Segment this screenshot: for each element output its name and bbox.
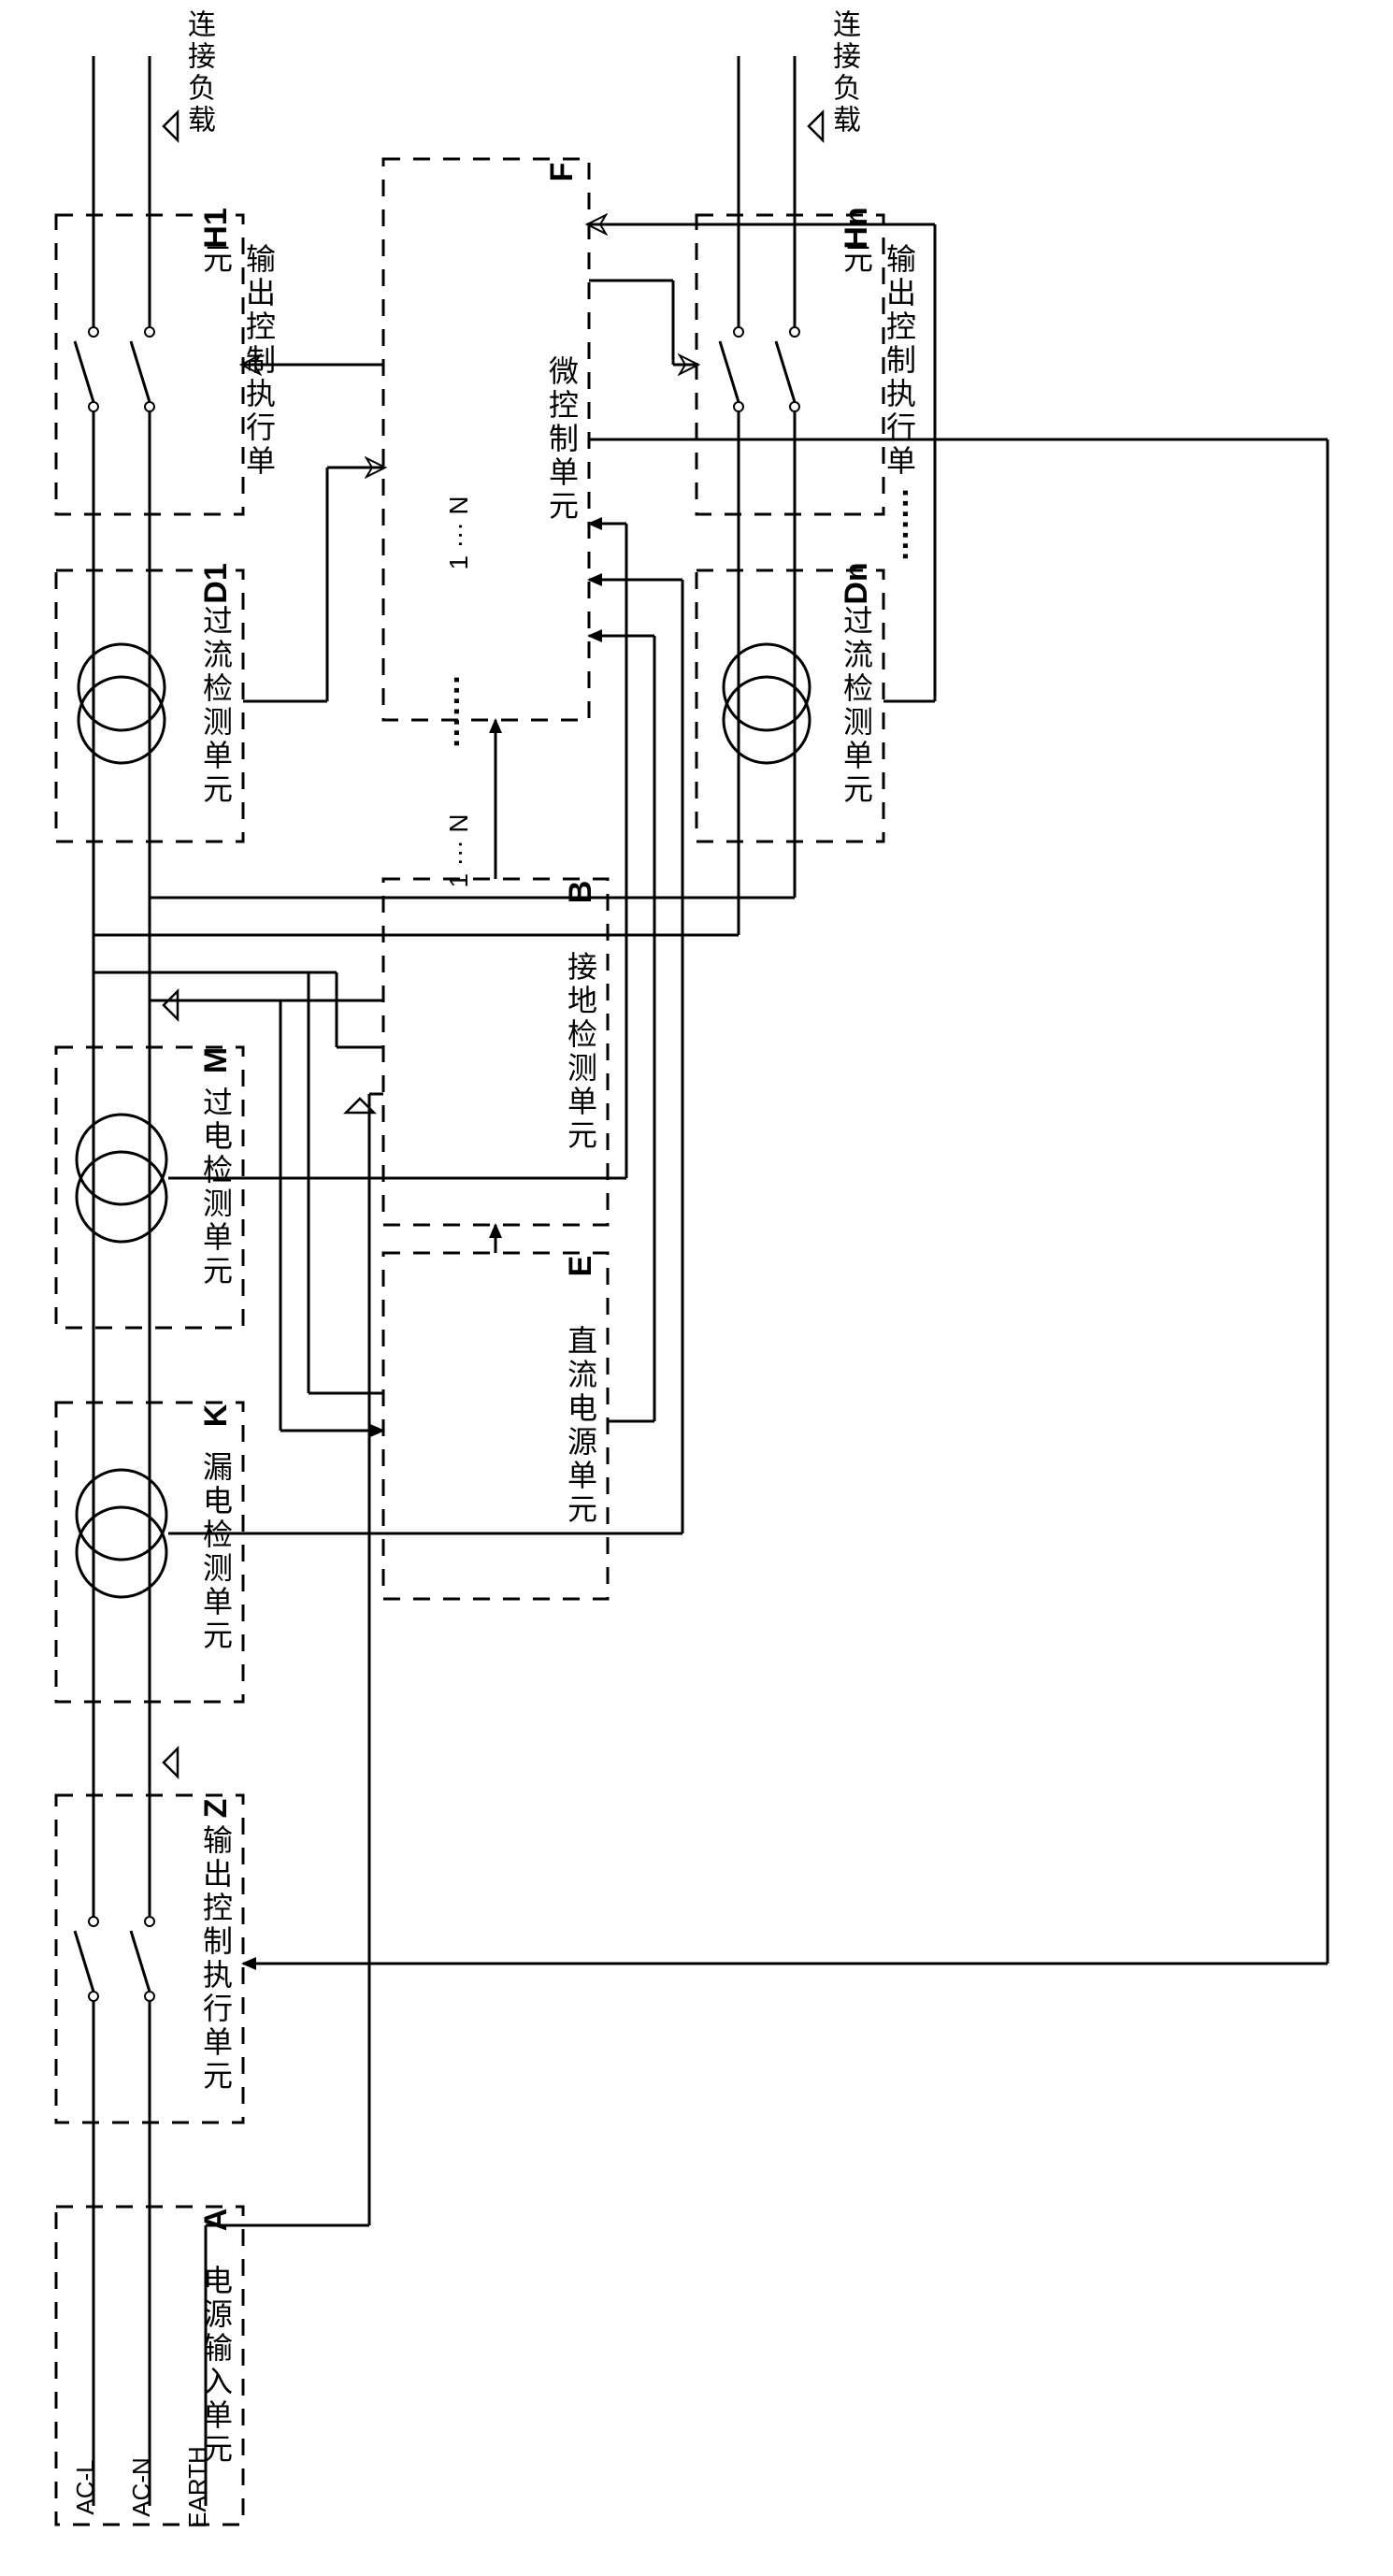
block-id-Dn: Dn xyxy=(839,562,874,604)
ct-coil-M-1 xyxy=(77,1152,166,1242)
block-id-M: M xyxy=(198,1047,234,1073)
block-id-H1: H1 xyxy=(198,208,234,248)
block-id-B: B xyxy=(563,881,598,904)
ct-coil-K-2 xyxy=(77,1470,166,1560)
block-F xyxy=(383,159,589,720)
block-id-E: E xyxy=(563,1256,598,1277)
block-id-F: F xyxy=(544,163,580,182)
block-id-D1: D1 xyxy=(198,563,234,603)
block-B xyxy=(383,879,608,1225)
flow-arrow-1 xyxy=(164,1749,178,1777)
label-earth: EARTH xyxy=(183,2446,211,2528)
block-E xyxy=(383,1253,608,1599)
repeat-dots-H: ······· xyxy=(888,486,924,560)
block-id-A: A xyxy=(198,2209,234,2232)
block-id-Hn: Hn xyxy=(839,207,874,249)
block-id-Z: Z xyxy=(198,1799,234,1819)
repeat-legend-H: 1 ··· N xyxy=(444,496,473,569)
block-id-K: K xyxy=(198,1403,234,1427)
ct-coil-D1-2 xyxy=(79,644,165,730)
ct-coil-K-1 xyxy=(77,1507,166,1597)
label-acn: AC-N xyxy=(127,2457,155,2517)
repeat-legend-D: 1 ··· N xyxy=(444,813,473,887)
label-acl: AC-L xyxy=(71,2459,99,2514)
flow-arrow-outn xyxy=(809,112,823,140)
flow-arrow-out1 xyxy=(164,112,178,140)
repeat-dots-D: ······· xyxy=(439,673,475,747)
ct-coil-D1-1 xyxy=(79,677,165,763)
ct-coil-Dn-2 xyxy=(724,644,810,730)
ct-coil-Dn-1 xyxy=(724,677,810,763)
flow-arrow-2 xyxy=(164,991,178,1019)
ct-coil-M-2 xyxy=(77,1115,166,1204)
